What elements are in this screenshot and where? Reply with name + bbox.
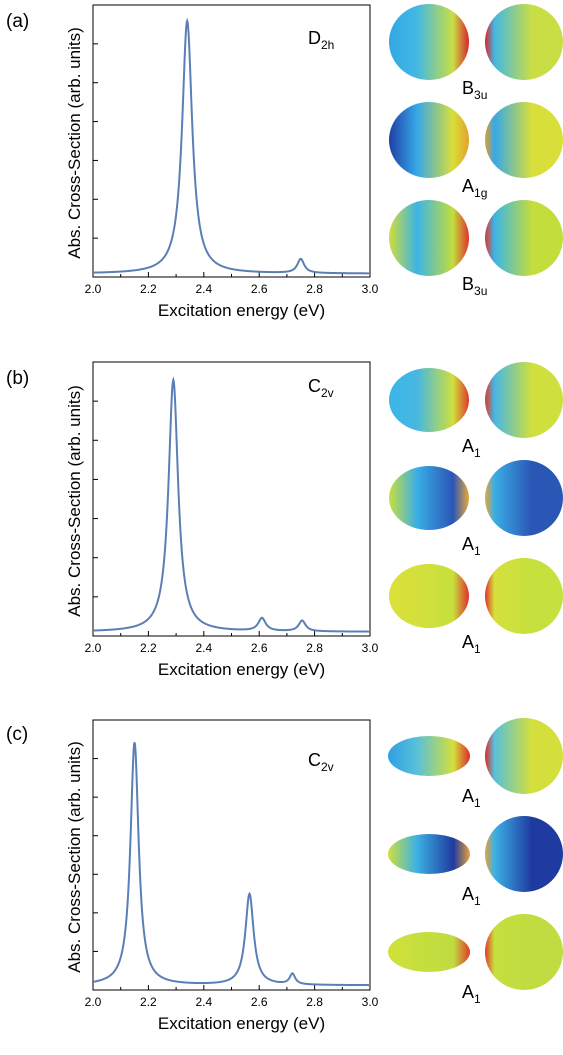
x-tick-label: 2.4: [195, 641, 212, 655]
mode-map-right: [485, 362, 563, 438]
mode-label-sub: 1: [474, 894, 481, 908]
mode-label-sub: 1: [474, 446, 481, 460]
mode-label: A1g: [462, 176, 487, 200]
x-tick-label: 2.8: [306, 282, 323, 296]
plot-frame: [92, 361, 371, 637]
x-tick-label: 2.2: [140, 282, 157, 296]
symmetry-label: C2v: [308, 376, 334, 400]
x-tick-label: 2.2: [140, 995, 157, 1009]
x-axis-title: Excitation energy (eV): [158, 1014, 325, 1033]
symmetry-main: C: [308, 376, 321, 396]
symmetry-label: D2h: [308, 28, 334, 52]
symmetry-sub: 2v: [321, 386, 334, 400]
symmetry-sub: 2v: [321, 760, 334, 774]
mode-label: A1: [462, 982, 481, 1006]
mode-map-right: [485, 200, 563, 276]
x-tick-label: 2.4: [195, 995, 212, 1009]
x-tick-label: 2.6: [251, 282, 268, 296]
x-tick-label: 2.0: [85, 995, 102, 1009]
mode-label-main: A: [462, 436, 474, 456]
x-tick-label: 2.0: [85, 641, 102, 655]
mode-label-main: B: [462, 78, 474, 98]
mode-map-right: [485, 816, 563, 892]
mode-label: A1: [462, 884, 481, 908]
mode-label-main: A: [462, 534, 474, 554]
x-tick-label: 2.6: [251, 995, 268, 1009]
mode-label-sub: 1: [474, 992, 481, 1006]
x-tick-label: 2.2: [140, 641, 157, 655]
panel-label: (b): [6, 368, 29, 389]
chart-panel-b: 2.0 2.2 2.4 2.6 2.8 3.0 Excitation energy (eV)…: [6, 361, 563, 679]
symmetry-main: C: [308, 750, 321, 770]
mode-map-right: [485, 460, 563, 536]
x-tick-label: 2.0: [85, 282, 102, 296]
symmetry-sub: 2h: [321, 38, 334, 52]
mode-label-main: A: [462, 632, 474, 652]
spectrum-line: [92, 17, 370, 275]
mode-map-left: [389, 466, 469, 530]
mode-map-left: [388, 736, 470, 776]
y-axis-title: Abs. Cross-Section (arb. units): [65, 27, 84, 258]
x-axis-title: Excitation energy (eV): [158, 301, 325, 320]
chart-panel-a: 2.0 2.2 2.4 2.6 2.8 3.0 Excitation energy (eV)…: [6, 4, 563, 320]
x-tick-label: 2.4: [195, 282, 212, 296]
symmetry-main: D: [308, 28, 321, 48]
x-axis-title: Excitation energy (eV): [158, 660, 325, 679]
chart-panel-c: 2.0 2.2 2.4 2.6 2.8 3.0 Excitation energy (eV)…: [6, 718, 563, 1033]
mode-label-sub: 1: [474, 796, 481, 810]
mode-map-right: [485, 4, 563, 80]
mode-label: B3u: [462, 274, 487, 298]
y-axis-title: Abs. Cross-Section (arb. units): [65, 741, 84, 972]
mode-label-sub: 1: [474, 642, 481, 656]
mode-label: A1: [462, 632, 481, 656]
x-tick-label: 3.0: [362, 995, 379, 1009]
mode-label-sub: 1: [474, 544, 481, 558]
x-tick-label: 3.0: [362, 641, 379, 655]
mode-map-right: [485, 718, 563, 794]
x-tick-label: 3.0: [362, 282, 379, 296]
x-tick-label: 2.8: [306, 995, 323, 1009]
mode-label: A1: [462, 786, 481, 810]
spectrum-line: [92, 376, 370, 633]
mode-label-main: B: [462, 274, 474, 294]
mode-map-left: [389, 200, 469, 276]
mode-label: A1: [462, 436, 481, 460]
y-axis-title: Abs. Cross-Section (arb. units): [65, 385, 84, 616]
panel-label: (a): [6, 11, 29, 32]
spectrum-line: [92, 742, 371, 987]
x-tick-label: 2.8: [306, 641, 323, 655]
mode-map-left: [388, 834, 470, 874]
mode-map-left: [389, 368, 469, 432]
mode-label-main: A: [462, 176, 474, 196]
panel-label: (c): [6, 724, 28, 745]
mode-map-right: [485, 914, 563, 990]
mode-label-main: A: [462, 884, 474, 904]
mode-map-left: [389, 4, 469, 80]
mode-map-left: [389, 564, 469, 628]
mode-label: A1: [462, 534, 481, 558]
mode-label: B3u: [462, 78, 487, 102]
mode-map-left: [388, 932, 470, 972]
mode-map-right: [485, 558, 563, 634]
mode-label-sub: 1g: [474, 186, 487, 200]
mode-label-main: A: [462, 982, 474, 1002]
mode-label-sub: 3u: [474, 88, 487, 102]
mode-label-sub: 3u: [474, 284, 487, 298]
x-tick-label: 2.6: [251, 641, 268, 655]
mode-label-main: A: [462, 786, 474, 806]
mode-map-right: [485, 102, 563, 178]
symmetry-label: C2v: [308, 750, 334, 774]
mode-map-left: [389, 102, 469, 178]
